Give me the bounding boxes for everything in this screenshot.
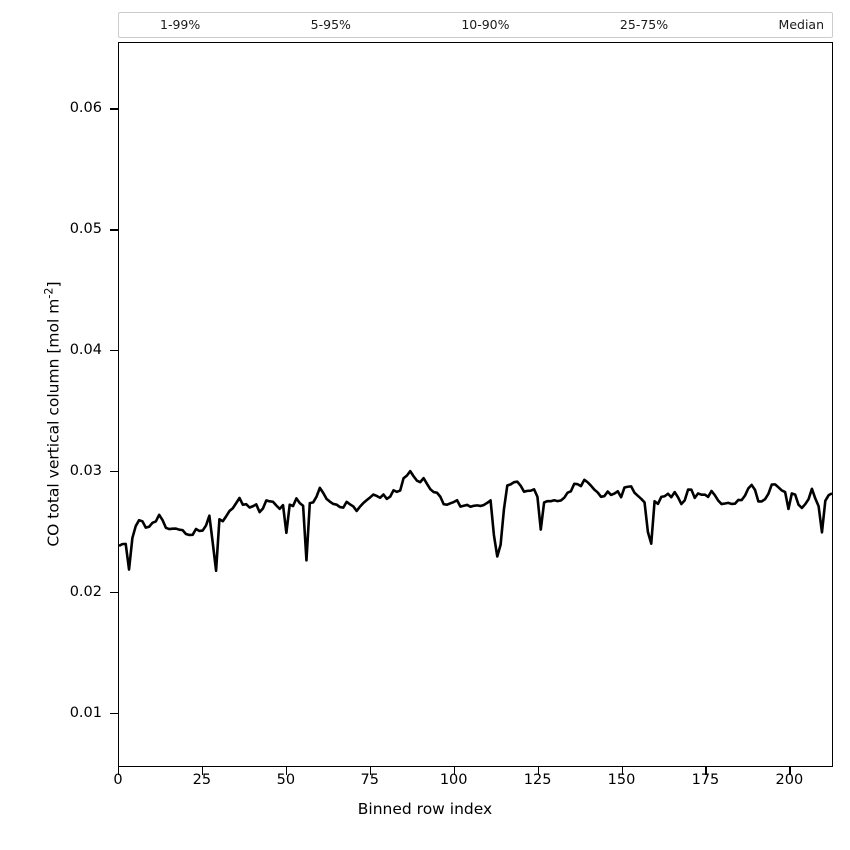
- plot-area: [118, 42, 833, 767]
- percentile-band-chart: [119, 469, 832, 573]
- legend-label: 1-99%: [160, 16, 201, 32]
- x-tick-label: 75: [360, 772, 379, 788]
- legend-item-1-99[interactable]: 1-99%: [127, 16, 201, 32]
- x-tick-mark: [621, 767, 623, 775]
- median-line: [119, 469, 832, 573]
- x-tick-mark: [453, 767, 455, 775]
- y-tick-label: 0.02: [69, 583, 102, 600]
- x-tick-label: 150: [607, 772, 636, 788]
- legend-item-25-75[interactable]: 25-75%: [587, 16, 669, 32]
- x-tick-label: 25: [192, 772, 212, 788]
- x-tick-mark: [118, 767, 120, 775]
- x-tick-mark: [705, 767, 707, 775]
- y-axis-label: CO total vertical column [mol m-2]: [42, 52, 62, 777]
- x-tick-label: 0: [113, 772, 123, 788]
- x-tick-mark: [201, 767, 204, 775]
- legend-label: 10-90%: [461, 16, 510, 32]
- y-tick-label: 0.01: [69, 704, 102, 721]
- y-tick-label: 0.04: [69, 342, 102, 359]
- y-axis-label-text: CO total vertical column [mol m: [44, 298, 63, 547]
- x-tick-label: 125: [523, 772, 552, 788]
- legend-label: 25-75%: [619, 16, 669, 32]
- x-tick-mark: [789, 767, 791, 775]
- x-tick-label: 50: [276, 772, 296, 788]
- x-tick-label: 175: [691, 772, 720, 788]
- x-tick-label: 200: [775, 772, 804, 788]
- chart-legend: 1-99% 5-95% 10-90% 25-75% Median: [118, 12, 833, 38]
- y-tick-mark: [110, 229, 118, 231]
- legend-label: Median: [778, 16, 824, 32]
- x-tick-mark: [369, 767, 372, 775]
- y-tick-label: 0.03: [69, 462, 102, 479]
- y-tick-mark: [110, 350, 118, 352]
- legend-item-median[interactable]: Median: [746, 16, 824, 32]
- x-axis-label: Binned row index: [357, 800, 493, 818]
- y-tick-mark: [110, 108, 118, 110]
- x-tick-mark: [285, 767, 288, 775]
- y-axis-label-tail: ]: [44, 281, 63, 288]
- x-tick-mark: [537, 767, 539, 775]
- y-tick-label: 0.05: [69, 221, 102, 238]
- legend-item-5-95[interactable]: 5-95%: [278, 16, 351, 32]
- y-tick-mark: [110, 712, 118, 714]
- legend-item-10-90[interactable]: 10-90%: [428, 16, 510, 32]
- x-tick-label: 100: [439, 772, 468, 788]
- y-tick-label: 0.06: [69, 100, 102, 117]
- y-tick-mark: [110, 591, 118, 594]
- y-tick-mark: [110, 470, 118, 473]
- y-axis-label-exponent: -2: [42, 287, 56, 299]
- legend-label: 5-95%: [310, 16, 351, 32]
